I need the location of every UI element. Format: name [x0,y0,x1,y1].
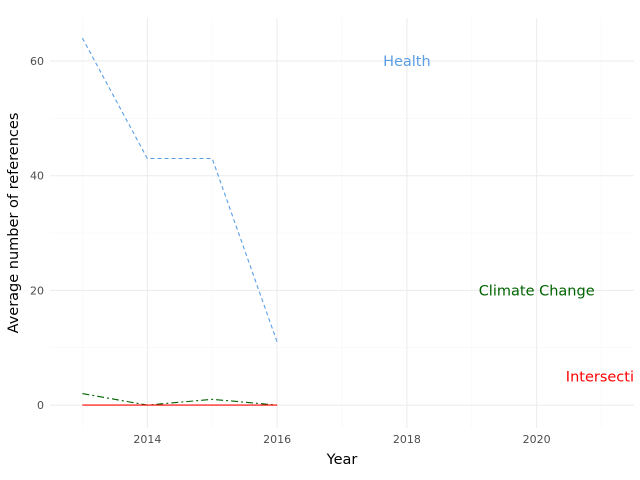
x-axis-title: Year [326,452,358,468]
series-label-climate-change: Climate Change [479,283,595,299]
y-tick-label: 60 [30,55,44,68]
y-tick-label: 40 [30,170,44,183]
y-tick-label: 0 [37,399,44,412]
series-labels: Health Climate Change Intersecti [383,54,634,385]
x-tick-label: 2020 [523,433,551,446]
series-line-health [81,37,278,343]
x-tick-label: 2016 [263,433,291,446]
x-tick-label: 2014 [133,433,161,446]
series-label-health: Health [383,54,431,70]
series-lines [81,37,278,406]
y-tick-label: 20 [30,284,44,297]
grid [50,18,634,428]
y-axis-title: Average number of references [6,113,22,334]
series-label-intersecti: Intersecti [566,369,634,385]
tick-labels: 2014 2016 2018 2020 0 20 40 60 [30,55,551,446]
series-line-climate-change [82,393,278,406]
x-tick-label: 2018 [393,433,421,446]
